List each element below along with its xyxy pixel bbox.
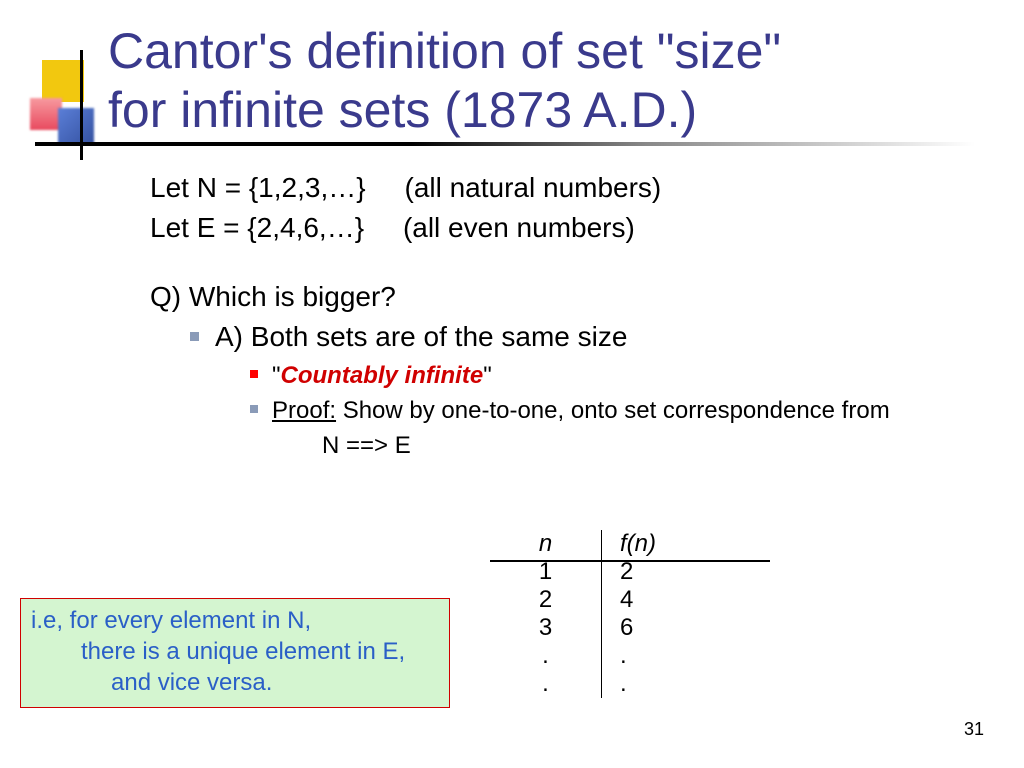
answer-line: A) Both sets are of the same size: [190, 319, 970, 355]
horizontal-rule: [35, 142, 975, 146]
slide-title: Cantor's definition of set "size" for in…: [108, 22, 781, 140]
let-n-line: Let N = {1,2,3,…} (all natural numbers): [150, 170, 970, 206]
cell-n: 3: [490, 614, 602, 642]
cell-fn: .: [602, 642, 732, 670]
correspondence-table: n f(n) 1 2 2 4 3 6 . . . .: [490, 530, 732, 698]
quote-left: ": [272, 362, 281, 389]
proof-line-2: N ==> E: [322, 430, 970, 461]
bullet-icon: [190, 332, 199, 341]
table-row: . .: [490, 642, 732, 670]
slide-decoration: [30, 50, 100, 150]
cell-n: .: [490, 670, 602, 698]
title-line-1: Cantor's definition of set "size": [108, 23, 781, 79]
slide-body: Let N = {1,2,3,…} (all natural numbers) …: [150, 170, 970, 461]
cell-n: 2: [490, 586, 602, 614]
table-hline: [490, 560, 770, 562]
proof-label: Proof:: [272, 397, 336, 424]
bullet-icon: [250, 405, 258, 413]
answer-text: A) Both sets are of the same size: [215, 319, 627, 355]
square-blue: [58, 108, 94, 144]
note-box: i.e, for every element in N, there is a …: [20, 598, 450, 708]
cell-fn: 6: [602, 614, 732, 642]
question-line: Q) Which is bigger?: [150, 279, 970, 315]
col-n-head: n: [490, 530, 602, 558]
proof-line: Proof: Show by one-to-one, onto set corr…: [250, 395, 970, 426]
table-row: 3 6: [490, 614, 732, 642]
page-number: 31: [964, 719, 984, 740]
proof-text: Show by one-to-one, onto set corresponde…: [336, 397, 890, 424]
table-row: 2 4: [490, 586, 732, 614]
note-line-3: and vice versa.: [31, 667, 439, 698]
table-row: . .: [490, 670, 732, 698]
cell-n: 1: [490, 558, 602, 586]
note-line-1: i.e, for every element in N,: [31, 605, 439, 636]
cell-n: .: [490, 642, 602, 670]
table-row: 1 2: [490, 558, 732, 586]
countably-line: "Countably infinite": [250, 360, 970, 391]
countably-infinite-text: Countably infinite: [281, 362, 484, 389]
square-yellow: [42, 60, 84, 102]
let-e-line: Let E = {2,4,6,…} (all even numbers): [150, 210, 970, 246]
table-header: n f(n): [490, 530, 732, 558]
cell-fn: 4: [602, 586, 732, 614]
col-fn-head: f(n): [602, 530, 732, 558]
note-line-2: there is a unique element in E,: [31, 636, 439, 667]
bullet-icon: [250, 370, 258, 378]
cell-fn: 2: [602, 558, 732, 586]
title-line-2: for infinite sets (1873 A.D.): [108, 82, 697, 138]
cell-fn: .: [602, 670, 732, 698]
quote-right: ": [483, 362, 492, 389]
